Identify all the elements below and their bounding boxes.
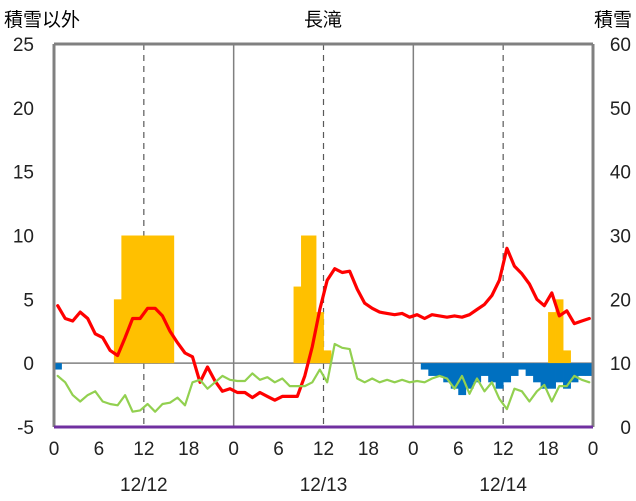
bar bbox=[443, 363, 452, 383]
bar bbox=[293, 286, 302, 364]
right-y-tick-label: 10 bbox=[610, 354, 631, 375]
x-tick-label: 6 bbox=[453, 439, 464, 460]
bar bbox=[585, 363, 594, 376]
left-y-tick-label: 0 bbox=[23, 354, 34, 375]
left-y-tick-label: 5 bbox=[23, 290, 34, 311]
x-tick-label: 12 bbox=[133, 439, 154, 460]
right-y-tick-label: 0 bbox=[620, 418, 631, 439]
left-axis-label: 積雪以外 bbox=[4, 9, 80, 31]
bar bbox=[555, 363, 564, 383]
x-tick-label: 18 bbox=[358, 439, 379, 460]
bar bbox=[450, 363, 459, 389]
bar bbox=[510, 363, 519, 376]
left-y-tick-label: 15 bbox=[13, 163, 34, 184]
bar bbox=[113, 299, 122, 364]
line-series-group bbox=[56, 246, 591, 413]
right-y-tick-label: 20 bbox=[610, 290, 631, 311]
left-y-tick-label: 20 bbox=[13, 99, 34, 120]
left-y-tick-label: 25 bbox=[13, 35, 34, 56]
bar bbox=[480, 363, 489, 376]
bar bbox=[465, 363, 474, 389]
left-y-ticks: -5 0 5 10 15 20 25 bbox=[13, 35, 34, 439]
x-tick-label: 6 bbox=[273, 439, 284, 460]
bar bbox=[495, 363, 504, 389]
bar bbox=[578, 363, 586, 376]
day-labels: 12/12 12/13 12/14 bbox=[120, 475, 527, 496]
bar bbox=[128, 235, 137, 364]
left-y-tick-label: -5 bbox=[17, 418, 34, 439]
x-tick-label: 0 bbox=[49, 439, 60, 460]
bar bbox=[54, 363, 62, 370]
right-y-ticks: 0 10 20 30 40 50 60 bbox=[610, 35, 631, 439]
series-line bbox=[56, 246, 591, 402]
left-y-tick-label: 10 bbox=[13, 227, 34, 248]
bar bbox=[548, 312, 556, 364]
bar bbox=[136, 235, 145, 364]
bar bbox=[503, 363, 512, 383]
bar bbox=[121, 235, 130, 364]
bar bbox=[435, 363, 444, 376]
bar bbox=[308, 235, 317, 364]
bar bbox=[563, 363, 571, 389]
series-line bbox=[56, 342, 591, 413]
bar bbox=[518, 363, 527, 370]
bar bbox=[301, 235, 309, 364]
bar bbox=[316, 312, 324, 364]
bar bbox=[473, 363, 482, 383]
bar bbox=[158, 235, 167, 364]
bar bbox=[570, 363, 579, 383]
bar bbox=[420, 363, 429, 370]
bar bbox=[563, 350, 571, 364]
chart-title: 長滝 bbox=[304, 9, 342, 31]
bar bbox=[540, 363, 549, 389]
x-tick-label: 6 bbox=[94, 439, 105, 460]
day-label: 12/13 bbox=[300, 475, 348, 496]
bar bbox=[151, 235, 160, 364]
bar bbox=[143, 235, 152, 364]
right-axis-label: 積雪 bbox=[594, 9, 632, 31]
bar bbox=[323, 350, 332, 364]
right-y-tick-label: 30 bbox=[610, 227, 631, 248]
bar bbox=[548, 363, 556, 389]
day-label: 12/12 bbox=[120, 475, 168, 496]
right-y-tick-label: 40 bbox=[610, 163, 631, 184]
bar bbox=[488, 363, 497, 383]
bar bbox=[428, 363, 437, 376]
bar bbox=[525, 363, 534, 376]
day-label: 12/14 bbox=[479, 475, 527, 496]
x-tick-label: 12 bbox=[313, 439, 334, 460]
right-y-tick-label: 60 bbox=[610, 35, 631, 56]
x-tick-label: 0 bbox=[408, 439, 419, 460]
x-tick-label: 0 bbox=[228, 439, 239, 460]
x-tick-label: 18 bbox=[538, 439, 559, 460]
right-y-tick-label: 50 bbox=[610, 99, 631, 120]
bar bbox=[555, 299, 564, 364]
x-tick-label: 0 bbox=[588, 439, 599, 460]
bar bbox=[166, 235, 175, 364]
bar bbox=[533, 363, 541, 383]
x-tick-label: 12 bbox=[493, 439, 514, 460]
plot-frame bbox=[52, 42, 595, 429]
x-tick-label: 18 bbox=[178, 439, 199, 460]
x-ticks: 0 6 12 18 0 6 12 18 0 6 12 18 0 bbox=[49, 439, 599, 460]
